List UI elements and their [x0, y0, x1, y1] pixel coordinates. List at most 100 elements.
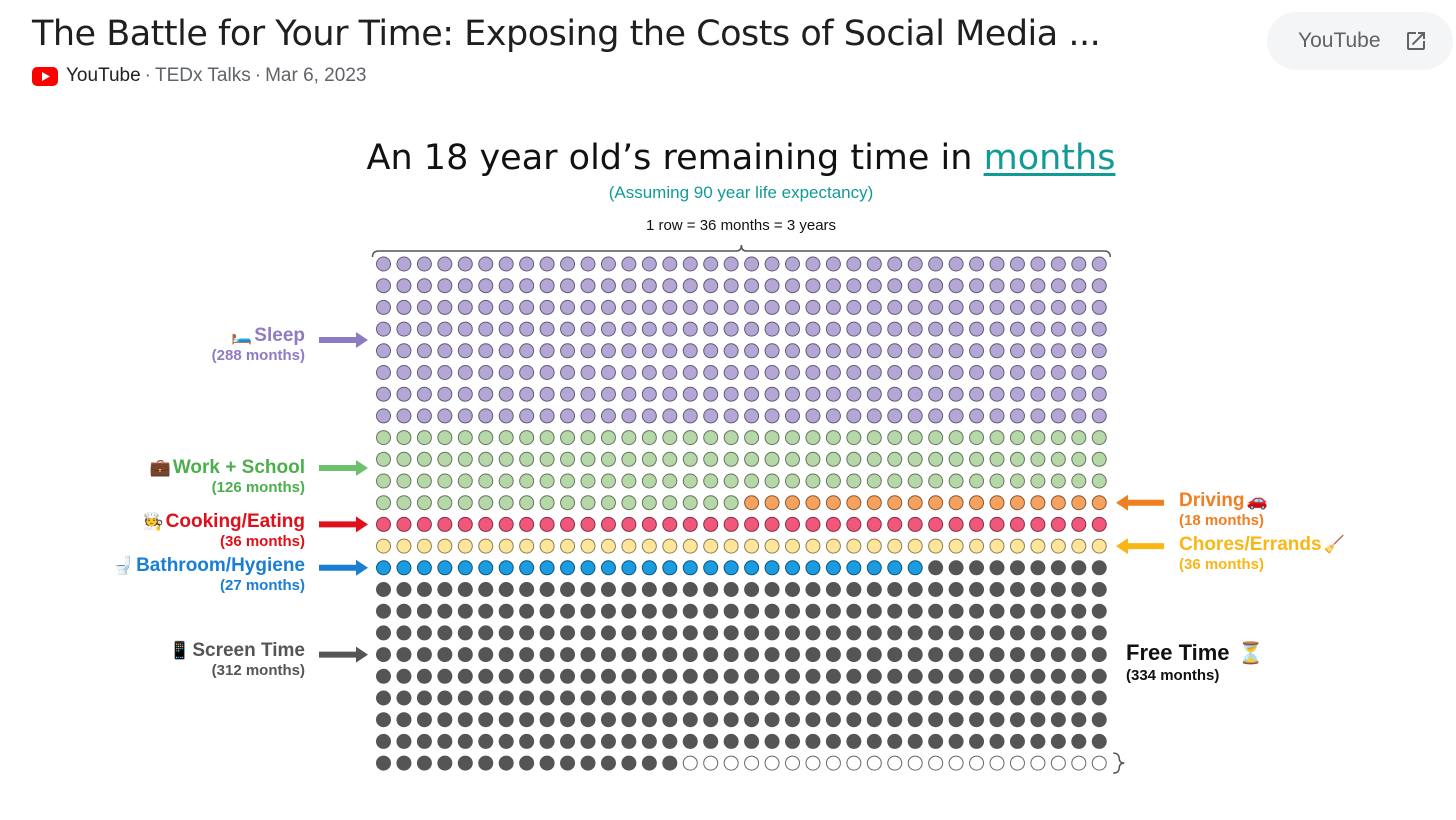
dot-screen [887, 712, 903, 728]
dot-screen [396, 755, 412, 771]
dot-bathroom [846, 560, 862, 576]
dot-sleep [744, 386, 760, 402]
dot-sleep [866, 365, 882, 380]
dot-sleep [376, 256, 391, 272]
dot-screen [498, 690, 514, 706]
dot-cooking [887, 516, 903, 532]
label-bathroom-hygiene: 🚽 Bathroom/Hygiene (27 months) [111, 555, 305, 595]
channel-name: TEDx Talks [155, 65, 251, 86]
dot-work [764, 430, 780, 446]
dot-screen [478, 582, 494, 597]
dot-screen [764, 625, 780, 641]
dot-bathroom [396, 560, 412, 576]
dot-screen [416, 733, 432, 749]
source-site[interactable]: YouTube [66, 65, 141, 86]
dot-work [1071, 473, 1087, 489]
dot-sleep [1091, 408, 1107, 424]
dot-sleep [682, 343, 698, 359]
dot-sleep [1009, 256, 1025, 272]
dot-work [928, 473, 944, 489]
dot-sleep [539, 408, 555, 424]
dot-work [825, 473, 841, 489]
dot-cooking [969, 516, 985, 532]
dot-sleep [703, 299, 719, 315]
dot-sleep [846, 321, 862, 337]
dot-screen [662, 733, 678, 749]
dot-unused [1009, 755, 1025, 771]
dot-bathroom [478, 560, 494, 576]
dot-sleep [641, 299, 657, 315]
dot-driving [825, 495, 841, 511]
dot-screen [641, 755, 657, 771]
dot-cooking [805, 516, 821, 532]
arrow-work [319, 459, 368, 476]
arrow-cooking [319, 516, 368, 533]
dot-screen [396, 733, 412, 749]
dot-sleep [1030, 256, 1046, 272]
dot-sleep [703, 256, 719, 272]
dot-screen [1091, 690, 1107, 706]
dot-bathroom [785, 560, 800, 576]
dot-screen [1091, 668, 1107, 684]
dot-screen [600, 603, 616, 619]
dot-screen [416, 712, 432, 728]
dot-sleep [580, 321, 596, 337]
dot-screen [928, 668, 944, 684]
dot-screen [1050, 733, 1066, 749]
dot-sleep [805, 299, 821, 315]
dot-sleep [662, 343, 678, 359]
dot-sleep [785, 256, 800, 272]
dot-sleep [457, 408, 473, 424]
dot-screen [539, 603, 555, 619]
dot-sleep [457, 365, 473, 380]
dot-sleep [703, 278, 719, 294]
dot-screen [969, 625, 985, 641]
dot-sleep [437, 386, 453, 402]
dot-sleep [1071, 256, 1087, 272]
dot-sleep [989, 278, 1005, 294]
dot-sleep [539, 256, 555, 272]
dot-chores [519, 538, 535, 554]
dot-work [969, 430, 985, 446]
dot-sleep [1091, 386, 1107, 402]
dot-sleep [1030, 365, 1046, 380]
dot-bathroom [907, 560, 923, 576]
dot-sleep [866, 343, 882, 359]
dot-work [887, 430, 903, 446]
dot-screen [744, 603, 760, 619]
dot-screen [437, 712, 453, 728]
dot-sleep [396, 321, 412, 337]
dot-work [866, 451, 882, 467]
dot-sleep [866, 408, 882, 424]
dot-screen [437, 755, 453, 771]
dot-sleep [457, 343, 473, 359]
dot-screen [498, 733, 514, 749]
dot-work [764, 473, 780, 489]
dot-sleep [744, 365, 760, 380]
dot-screen [478, 690, 494, 706]
dot-screen [600, 733, 616, 749]
dot-cooking [560, 516, 576, 532]
dot-work [866, 430, 882, 446]
dot-cooking [907, 516, 923, 532]
dot-screen [928, 690, 944, 706]
dot-sleep [928, 365, 944, 380]
dot-sleep [621, 321, 637, 337]
dot-chores [989, 538, 1005, 554]
dot-chores [1050, 538, 1066, 554]
dot-sleep [1071, 408, 1087, 424]
dot-sleep [948, 278, 964, 294]
open-youtube-label: YouTube [1298, 29, 1381, 52]
dot-screen [744, 668, 760, 684]
open-youtube-button[interactable]: YouTube [1267, 12, 1453, 70]
dot-screen [641, 625, 657, 641]
dot-screen [825, 625, 841, 641]
page-title[interactable]: The Battle for Your Time: Exposing the C… [32, 14, 1101, 54]
dot-screen [478, 755, 494, 771]
dot-screen [621, 733, 637, 749]
dot-screen [498, 625, 514, 641]
dot-sleep [519, 278, 535, 294]
dot-sleep [989, 256, 1005, 272]
dot-sleep [723, 321, 739, 337]
